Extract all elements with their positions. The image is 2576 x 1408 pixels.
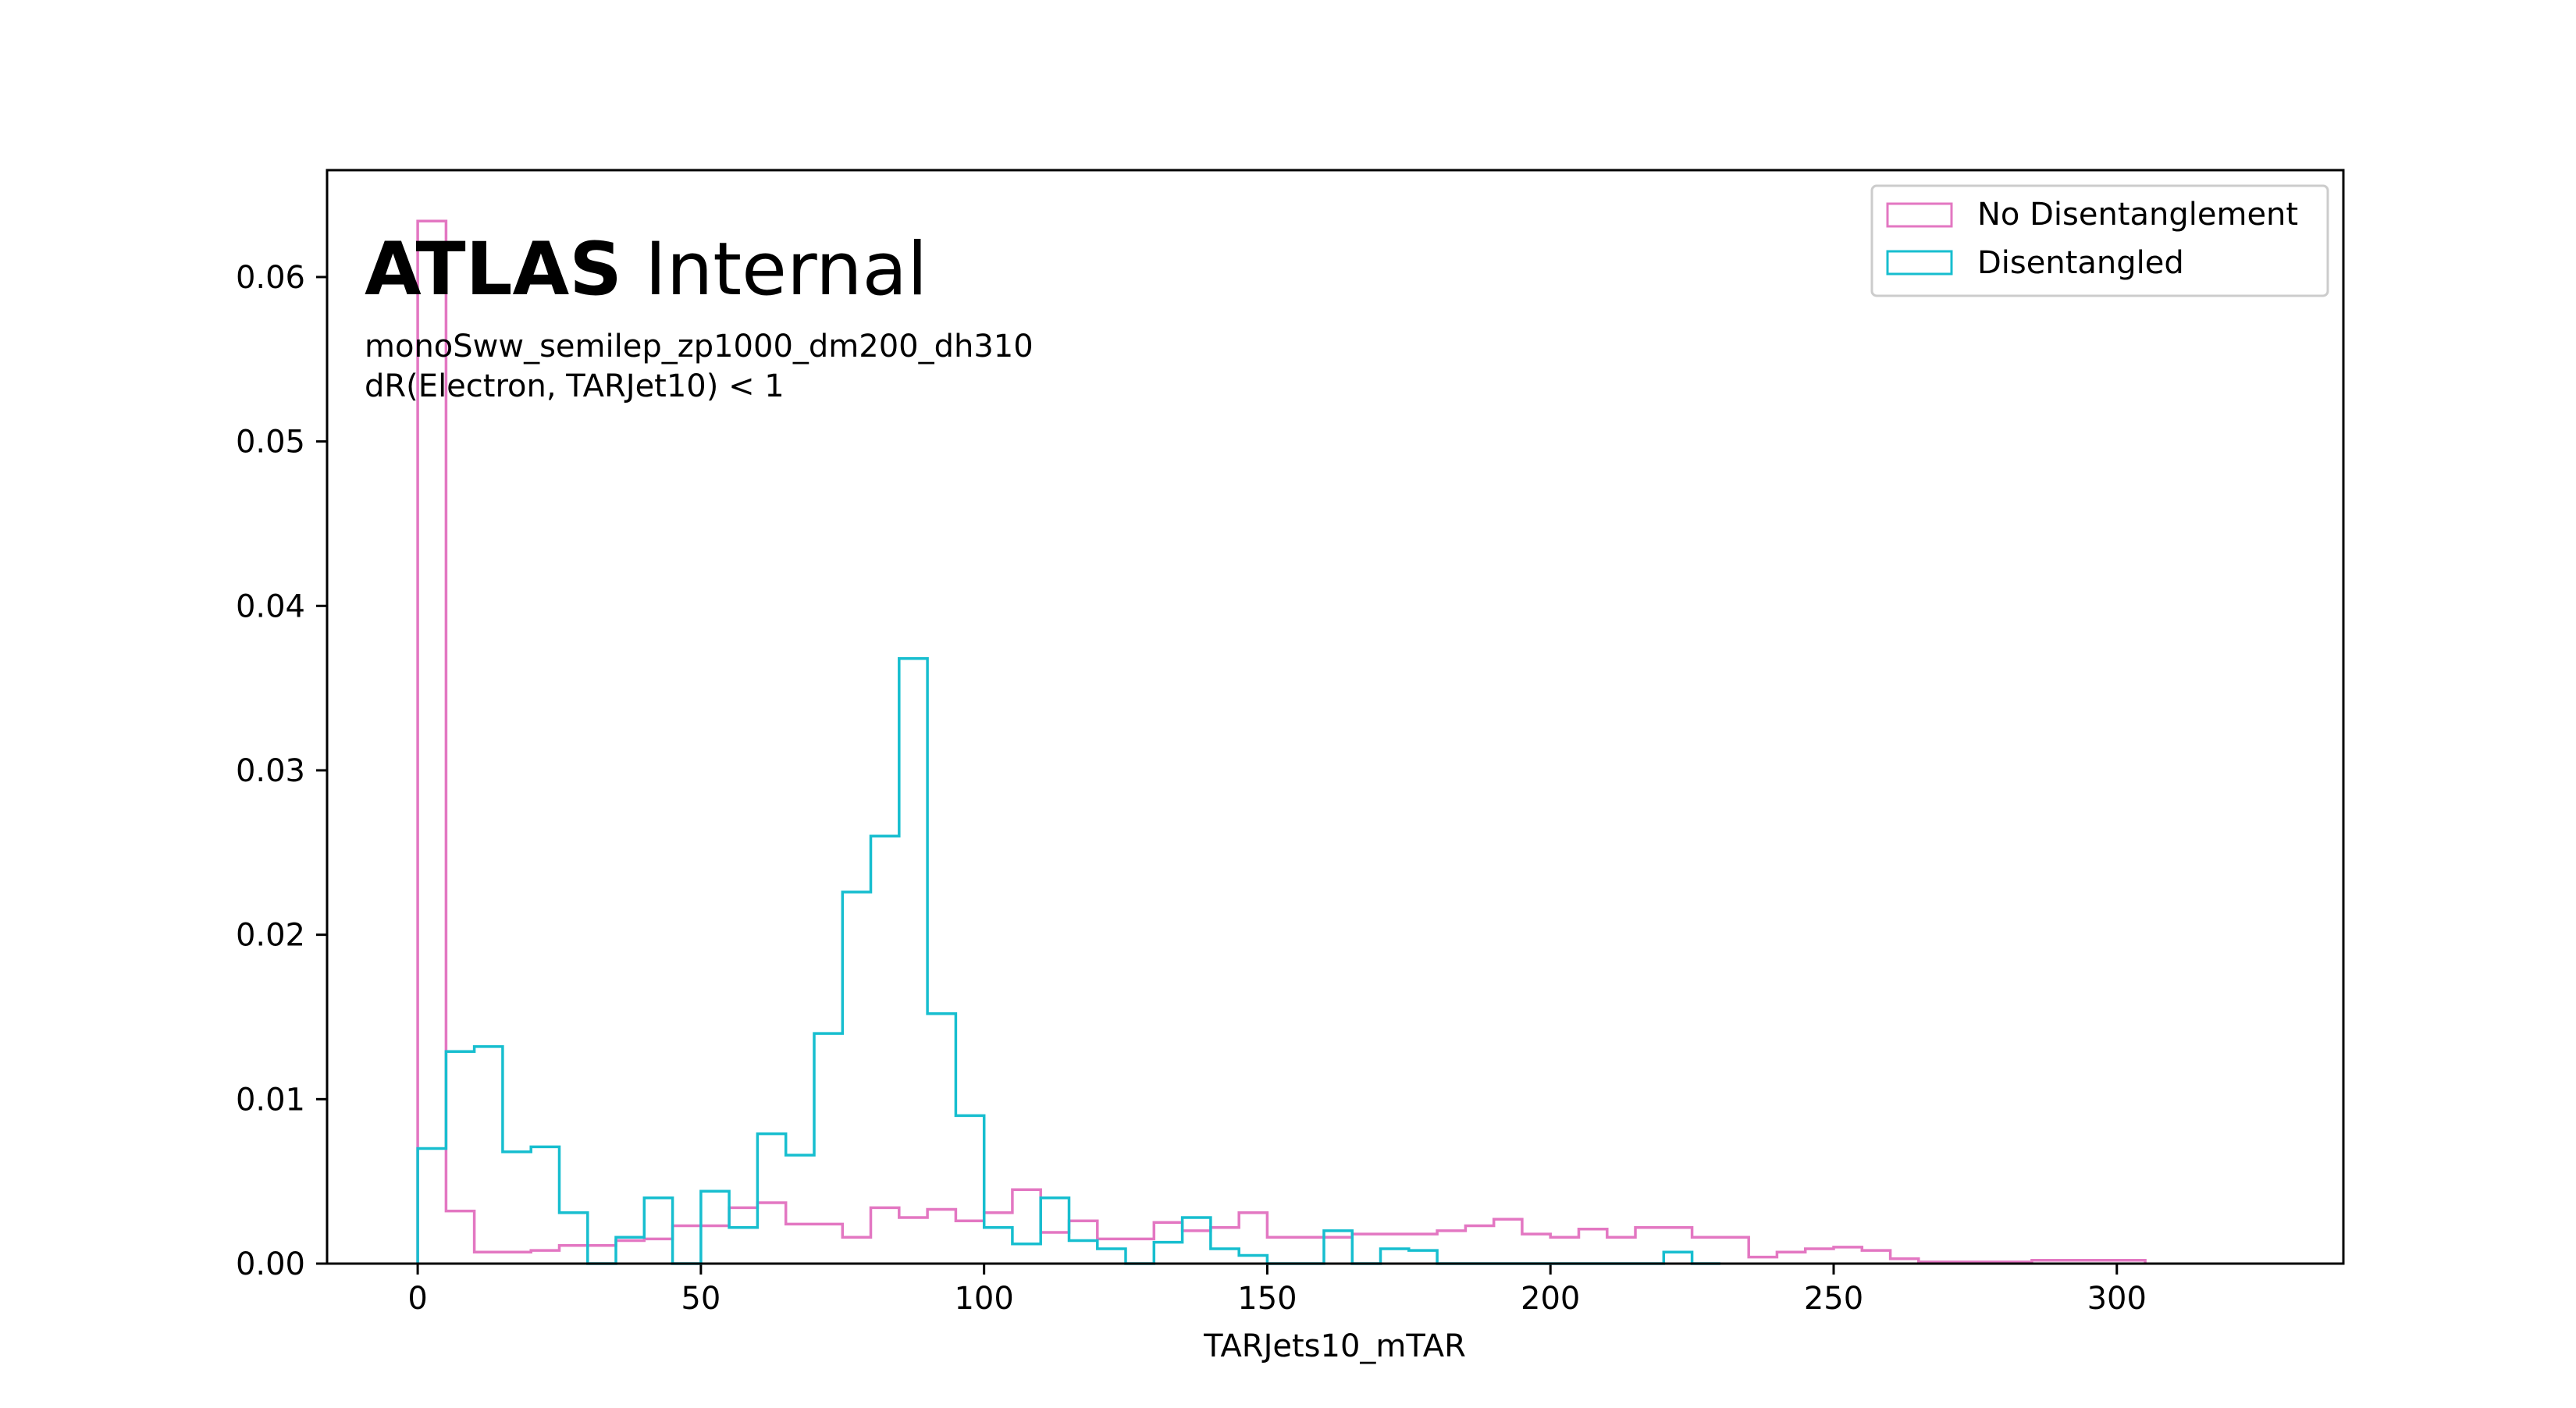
y-tick-label: 0.01 bbox=[236, 1082, 305, 1118]
x-tick-label: 150 bbox=[1237, 1281, 1297, 1317]
cut-annotation: dR(Electron, TARJet10) < 1 bbox=[365, 368, 785, 404]
y-tick-label: 0.00 bbox=[236, 1246, 305, 1282]
y-tick-label: 0.03 bbox=[236, 753, 305, 789]
legend-label-disentangled: Disentangled bbox=[1977, 245, 2184, 281]
x-axis-label: TARJets10_mTAR bbox=[1203, 1328, 1466, 1364]
x-tick-label: 300 bbox=[2087, 1281, 2147, 1317]
x-tick-label: 0 bbox=[407, 1281, 427, 1317]
series-line-disentangled bbox=[416, 656, 1720, 1265]
y-tick-label: 0.04 bbox=[236, 588, 305, 624]
title-internal: Internal bbox=[645, 227, 927, 312]
legend-swatch-no-disentanglement bbox=[1886, 202, 1953, 228]
x-tick-label: 100 bbox=[954, 1281, 1013, 1317]
title-atlas: ATLAS bbox=[365, 227, 622, 312]
y-tick-label: 0.05 bbox=[236, 425, 305, 460]
legend-swatch-disentangled bbox=[1886, 250, 1953, 276]
plot-frame bbox=[326, 169, 2345, 1265]
legend-label-no-disentanglement: No Disentanglement bbox=[1977, 197, 2298, 233]
tick-layer: 0 50 100 150 200 250 300 0.00 0.01 0.02 0.03 0.04 0.… bbox=[236, 260, 2147, 1317]
x-tick-label: 200 bbox=[1521, 1281, 1580, 1317]
y-tick-label: 0.02 bbox=[236, 918, 305, 954]
x-tick-label: 50 bbox=[681, 1281, 720, 1317]
sample-annotation: monoSww_semilep_zp1000_dm200_dh310 bbox=[365, 329, 1034, 364]
legend-box bbox=[1870, 184, 2329, 297]
y-tick-label: 0.06 bbox=[236, 260, 305, 296]
series-line-no-disentanglement bbox=[416, 219, 2147, 1264]
legend: No Disentanglement Disentangled bbox=[1870, 184, 2329, 297]
x-tick-label: 250 bbox=[1804, 1281, 1863, 1317]
